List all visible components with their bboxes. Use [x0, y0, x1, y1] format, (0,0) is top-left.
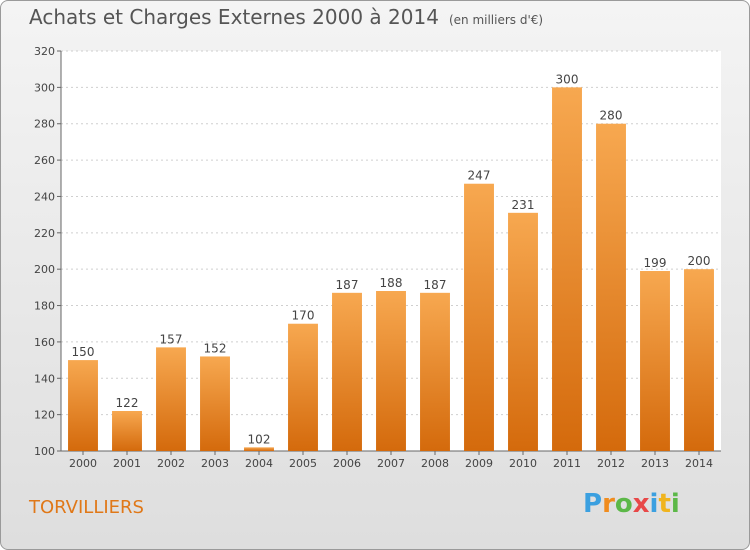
chart-title-block: Achats et Charges Externes 2000 à 2014 (e… — [29, 5, 543, 29]
bar — [376, 291, 406, 451]
bar — [464, 183, 494, 451]
y-tick-label: 220 — [34, 227, 55, 240]
logo-letter: i — [670, 489, 680, 519]
data-label: 200 — [688, 254, 711, 268]
y-tick-label: 140 — [34, 372, 55, 385]
bar — [68, 360, 98, 451]
chart-title: Achats et Charges Externes 2000 à 2014 — [29, 5, 439, 29]
bar — [552, 87, 582, 451]
data-label: 231 — [512, 198, 535, 212]
bar — [244, 447, 274, 451]
data-label: 102 — [248, 432, 271, 446]
bar — [156, 347, 186, 451]
y-tick-labels: 100 120 140 160 180 200 220 240 260 280 300 320 — [34, 45, 55, 458]
logo-letter: x — [632, 489, 650, 519]
y-tick-label: 240 — [34, 190, 55, 203]
x-tick-label: 2006 — [333, 457, 361, 470]
y-tick-label: 320 — [34, 45, 55, 58]
bar — [112, 411, 142, 451]
y-tick-label: 180 — [34, 300, 55, 313]
y-tick-label: 300 — [34, 81, 55, 94]
data-label: 187 — [336, 278, 359, 292]
x-tick-label: 2002 — [157, 457, 185, 470]
data-label: 247 — [468, 169, 491, 183]
x-tick-label: 2010 — [509, 457, 537, 470]
x-tick-label: 2005 — [289, 457, 317, 470]
bar — [288, 323, 318, 451]
data-labels: 150 122 157 152 102 170 187 188 187 247 231 300 280 1… — [72, 72, 711, 446]
y-tick-label: 280 — [34, 118, 55, 131]
y-tick-label: 260 — [34, 154, 55, 167]
bar — [200, 356, 230, 451]
y-tick-label: 120 — [34, 409, 55, 422]
x-tick-label: 2004 — [245, 457, 273, 470]
y-tick-label: 200 — [34, 263, 55, 276]
data-label: 187 — [424, 278, 447, 292]
data-label: 150 — [72, 345, 95, 359]
bar — [640, 271, 670, 451]
chart-subtitle: (en milliers d'€) — [448, 13, 544, 27]
data-label: 199 — [644, 256, 667, 270]
bar — [596, 123, 626, 452]
logo-letter: t — [658, 489, 671, 519]
x-tick-label: 2012 — [597, 457, 625, 470]
x-tick-label: 2009 — [465, 457, 493, 470]
data-label: 300 — [556, 72, 579, 86]
data-label: 188 — [380, 276, 403, 290]
x-tick-label: 2000 — [69, 457, 97, 470]
bars — [68, 87, 714, 452]
data-label: 170 — [292, 309, 315, 323]
logo-letter: o — [614, 489, 633, 519]
x-tick-label: 2014 — [685, 457, 713, 470]
x-tick-labels: 2000 2001 2002 2003 2004 2005 2006 2007 2008 2009… — [69, 457, 713, 470]
x-tick-label: 2003 — [201, 457, 229, 470]
x-tick-label: 2008 — [421, 457, 449, 470]
logo-letter: i — [649, 489, 659, 519]
y-tick-label: 100 — [34, 445, 55, 458]
bar — [684, 269, 714, 451]
logo-letter: P — [583, 489, 603, 519]
data-label: 122 — [116, 396, 139, 410]
bar — [508, 212, 538, 451]
x-tick-label: 2007 — [377, 457, 405, 470]
bar — [420, 292, 450, 451]
x-tick-label: 2001 — [113, 457, 141, 470]
bar — [332, 292, 362, 451]
data-label: 280 — [600, 109, 623, 123]
data-label: 157 — [160, 332, 183, 346]
location-name: TORVILLIERS — [29, 497, 144, 518]
proxiti-logo: Proxiti — [583, 489, 680, 519]
x-tick-label: 2011 — [553, 457, 581, 470]
x-tick-label: 2013 — [641, 457, 669, 470]
y-tick-label: 160 — [34, 336, 55, 349]
data-label: 152 — [204, 341, 227, 355]
logo-letter: r — [602, 489, 615, 519]
